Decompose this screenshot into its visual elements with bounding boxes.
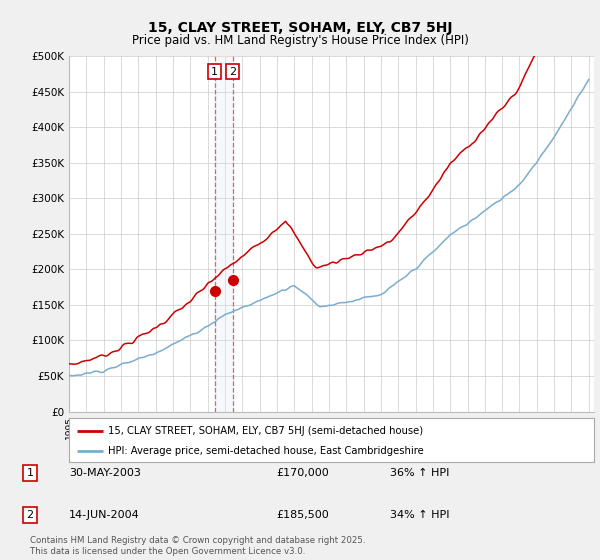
Text: £185,500: £185,500 [276,510,329,520]
Text: 1: 1 [26,468,34,478]
Text: 1: 1 [211,67,218,77]
Text: 2: 2 [26,510,34,520]
Text: 2: 2 [229,67,236,77]
Text: 15, CLAY STREET, SOHAM, ELY, CB7 5HJ: 15, CLAY STREET, SOHAM, ELY, CB7 5HJ [148,21,452,35]
Text: 30-MAY-2003: 30-MAY-2003 [69,468,141,478]
Bar [215,56,233,412]
Text: Contains HM Land Registry data © Crown copyright and database right 2025.
This d: Contains HM Land Registry data © Crown c… [30,536,365,556]
Text: 34% ↑ HPI: 34% ↑ HPI [390,510,449,520]
Text: 36% ↑ HPI: 36% ↑ HPI [390,468,449,478]
Text: HPI: Average price, semi-detached house, East Cambridgeshire: HPI: Average price, semi-detached house,… [109,446,424,456]
Text: £170,000: £170,000 [276,468,329,478]
Text: 15, CLAY STREET, SOHAM, ELY, CB7 5HJ (semi-detached house): 15, CLAY STREET, SOHAM, ELY, CB7 5HJ (se… [109,426,424,436]
Text: 14-JUN-2004: 14-JUN-2004 [69,510,140,520]
Text: Price paid vs. HM Land Registry's House Price Index (HPI): Price paid vs. HM Land Registry's House … [131,34,469,46]
